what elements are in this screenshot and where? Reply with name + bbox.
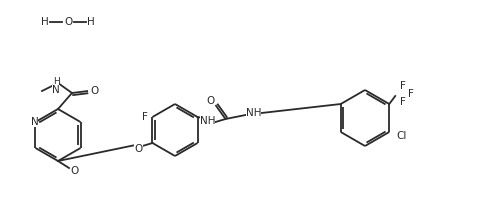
- Text: O: O: [70, 166, 78, 176]
- Text: F: F: [142, 112, 147, 122]
- Text: O: O: [90, 86, 98, 96]
- Text: NH: NH: [200, 116, 215, 126]
- Text: N: N: [52, 85, 60, 95]
- Text: NH: NH: [246, 108, 261, 118]
- Text: H: H: [41, 17, 49, 27]
- Text: O: O: [134, 144, 143, 154]
- Text: N: N: [31, 117, 39, 127]
- Text: Cl: Cl: [396, 131, 407, 141]
- Text: F: F: [409, 89, 414, 99]
- Text: F: F: [400, 97, 406, 107]
- Text: H: H: [53, 78, 59, 86]
- Text: O: O: [206, 96, 214, 106]
- Text: H: H: [87, 17, 95, 27]
- Text: O: O: [64, 17, 72, 27]
- Text: F: F: [400, 81, 406, 91]
